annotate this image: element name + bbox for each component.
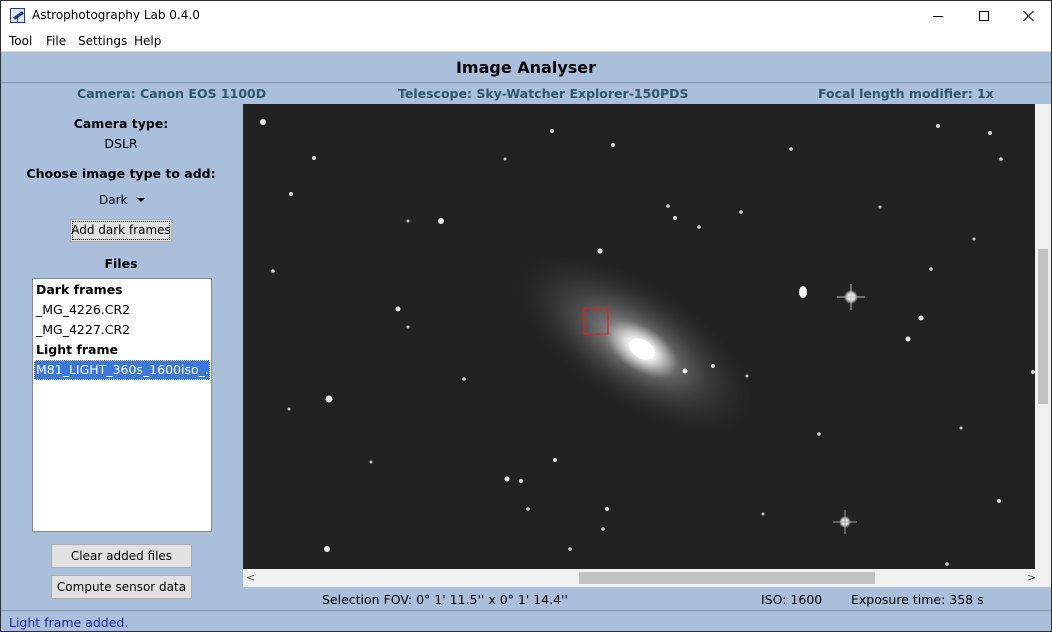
exposure-time: Exposure time: 358 s [851, 592, 984, 607]
scroll-left-icon[interactable]: < [246, 571, 256, 584]
list-header-light-frame: Light frame [36, 342, 118, 357]
maximize-button[interactable] [961, 1, 1007, 31]
selection-box[interactable] [583, 307, 609, 335]
page-title: Image Analyser [455, 58, 597, 77]
compute-sensor-button[interactable]: Compute sensor data [51, 575, 192, 599]
close-icon [1023, 10, 1035, 22]
image-type-value: Dark [99, 193, 128, 207]
scroll-right-icon[interactable]: > [1027, 571, 1037, 584]
focal-modifier-info: Focal length modifier: 1x [818, 86, 994, 101]
minimize-icon [933, 15, 943, 17]
list-item[interactable]: _MG_4227.CR2 [36, 322, 131, 337]
image-type-dropdown[interactable]: Dark [99, 193, 146, 207]
maximize-icon [979, 11, 989, 21]
title-bar: Astrophotography Lab 0.4.0 [1, 1, 1051, 31]
horizontal-scrollbar[interactable]: < > [243, 569, 1051, 587]
camera-type-label: Camera type: [73, 116, 169, 131]
caret-down-icon [137, 198, 146, 202]
status-message: Light frame added. [9, 615, 129, 630]
choose-type-label: Choose image type to add: [26, 166, 216, 181]
vertical-scroll-thumb[interactable] [1038, 249, 1048, 404]
add-frames-button[interactable]: Add dark frames [70, 219, 172, 242]
menu-settings[interactable]: Settings [78, 34, 128, 48]
list-header-dark-frames: Dark frames [36, 282, 123, 297]
menu-file[interactable]: File [46, 34, 67, 48]
telescope-icon [10, 8, 25, 23]
clear-files-button[interactable]: Clear added files [51, 544, 192, 568]
window-title: Astrophotography Lab 0.4.0 [32, 8, 200, 22]
status-divider [1, 610, 1051, 611]
camera-info: Camera: Canon EOS 1100D [77, 86, 267, 101]
image-canvas[interactable] [243, 104, 1035, 569]
menu-bar: Tool File Settings Help [1, 31, 1051, 52]
telescope-info: Telescope: Sky-Watcher Explorer-150PDS [398, 86, 689, 101]
list-item-selected[interactable]: M81_LIGHT_360s_1600iso_.. [34, 360, 210, 380]
menu-tool[interactable]: Tool [9, 34, 33, 48]
header-divider [1, 82, 1051, 83]
list-item[interactable]: _MG_4226.CR2 [36, 302, 131, 317]
files-list[interactable]: Dark frames _MG_4226.CR2 _MG_4227.CR2 Li… [32, 278, 212, 532]
close-button[interactable] [1006, 1, 1051, 31]
horizontal-scroll-thumb[interactable] [579, 572, 875, 584]
iso-value: ISO: 1600 [761, 592, 823, 607]
vertical-scrollbar[interactable] [1035, 104, 1051, 569]
selection-fov: Selection FOV: 0° 1' 11.5'' x 0° 1' 14.4… [322, 592, 568, 607]
minimize-button[interactable] [915, 1, 961, 31]
menu-help[interactable]: Help [134, 34, 162, 48]
galaxy-image [243, 104, 1035, 569]
camera-type-value: DSLR [104, 136, 138, 151]
files-label: Files [104, 256, 138, 271]
